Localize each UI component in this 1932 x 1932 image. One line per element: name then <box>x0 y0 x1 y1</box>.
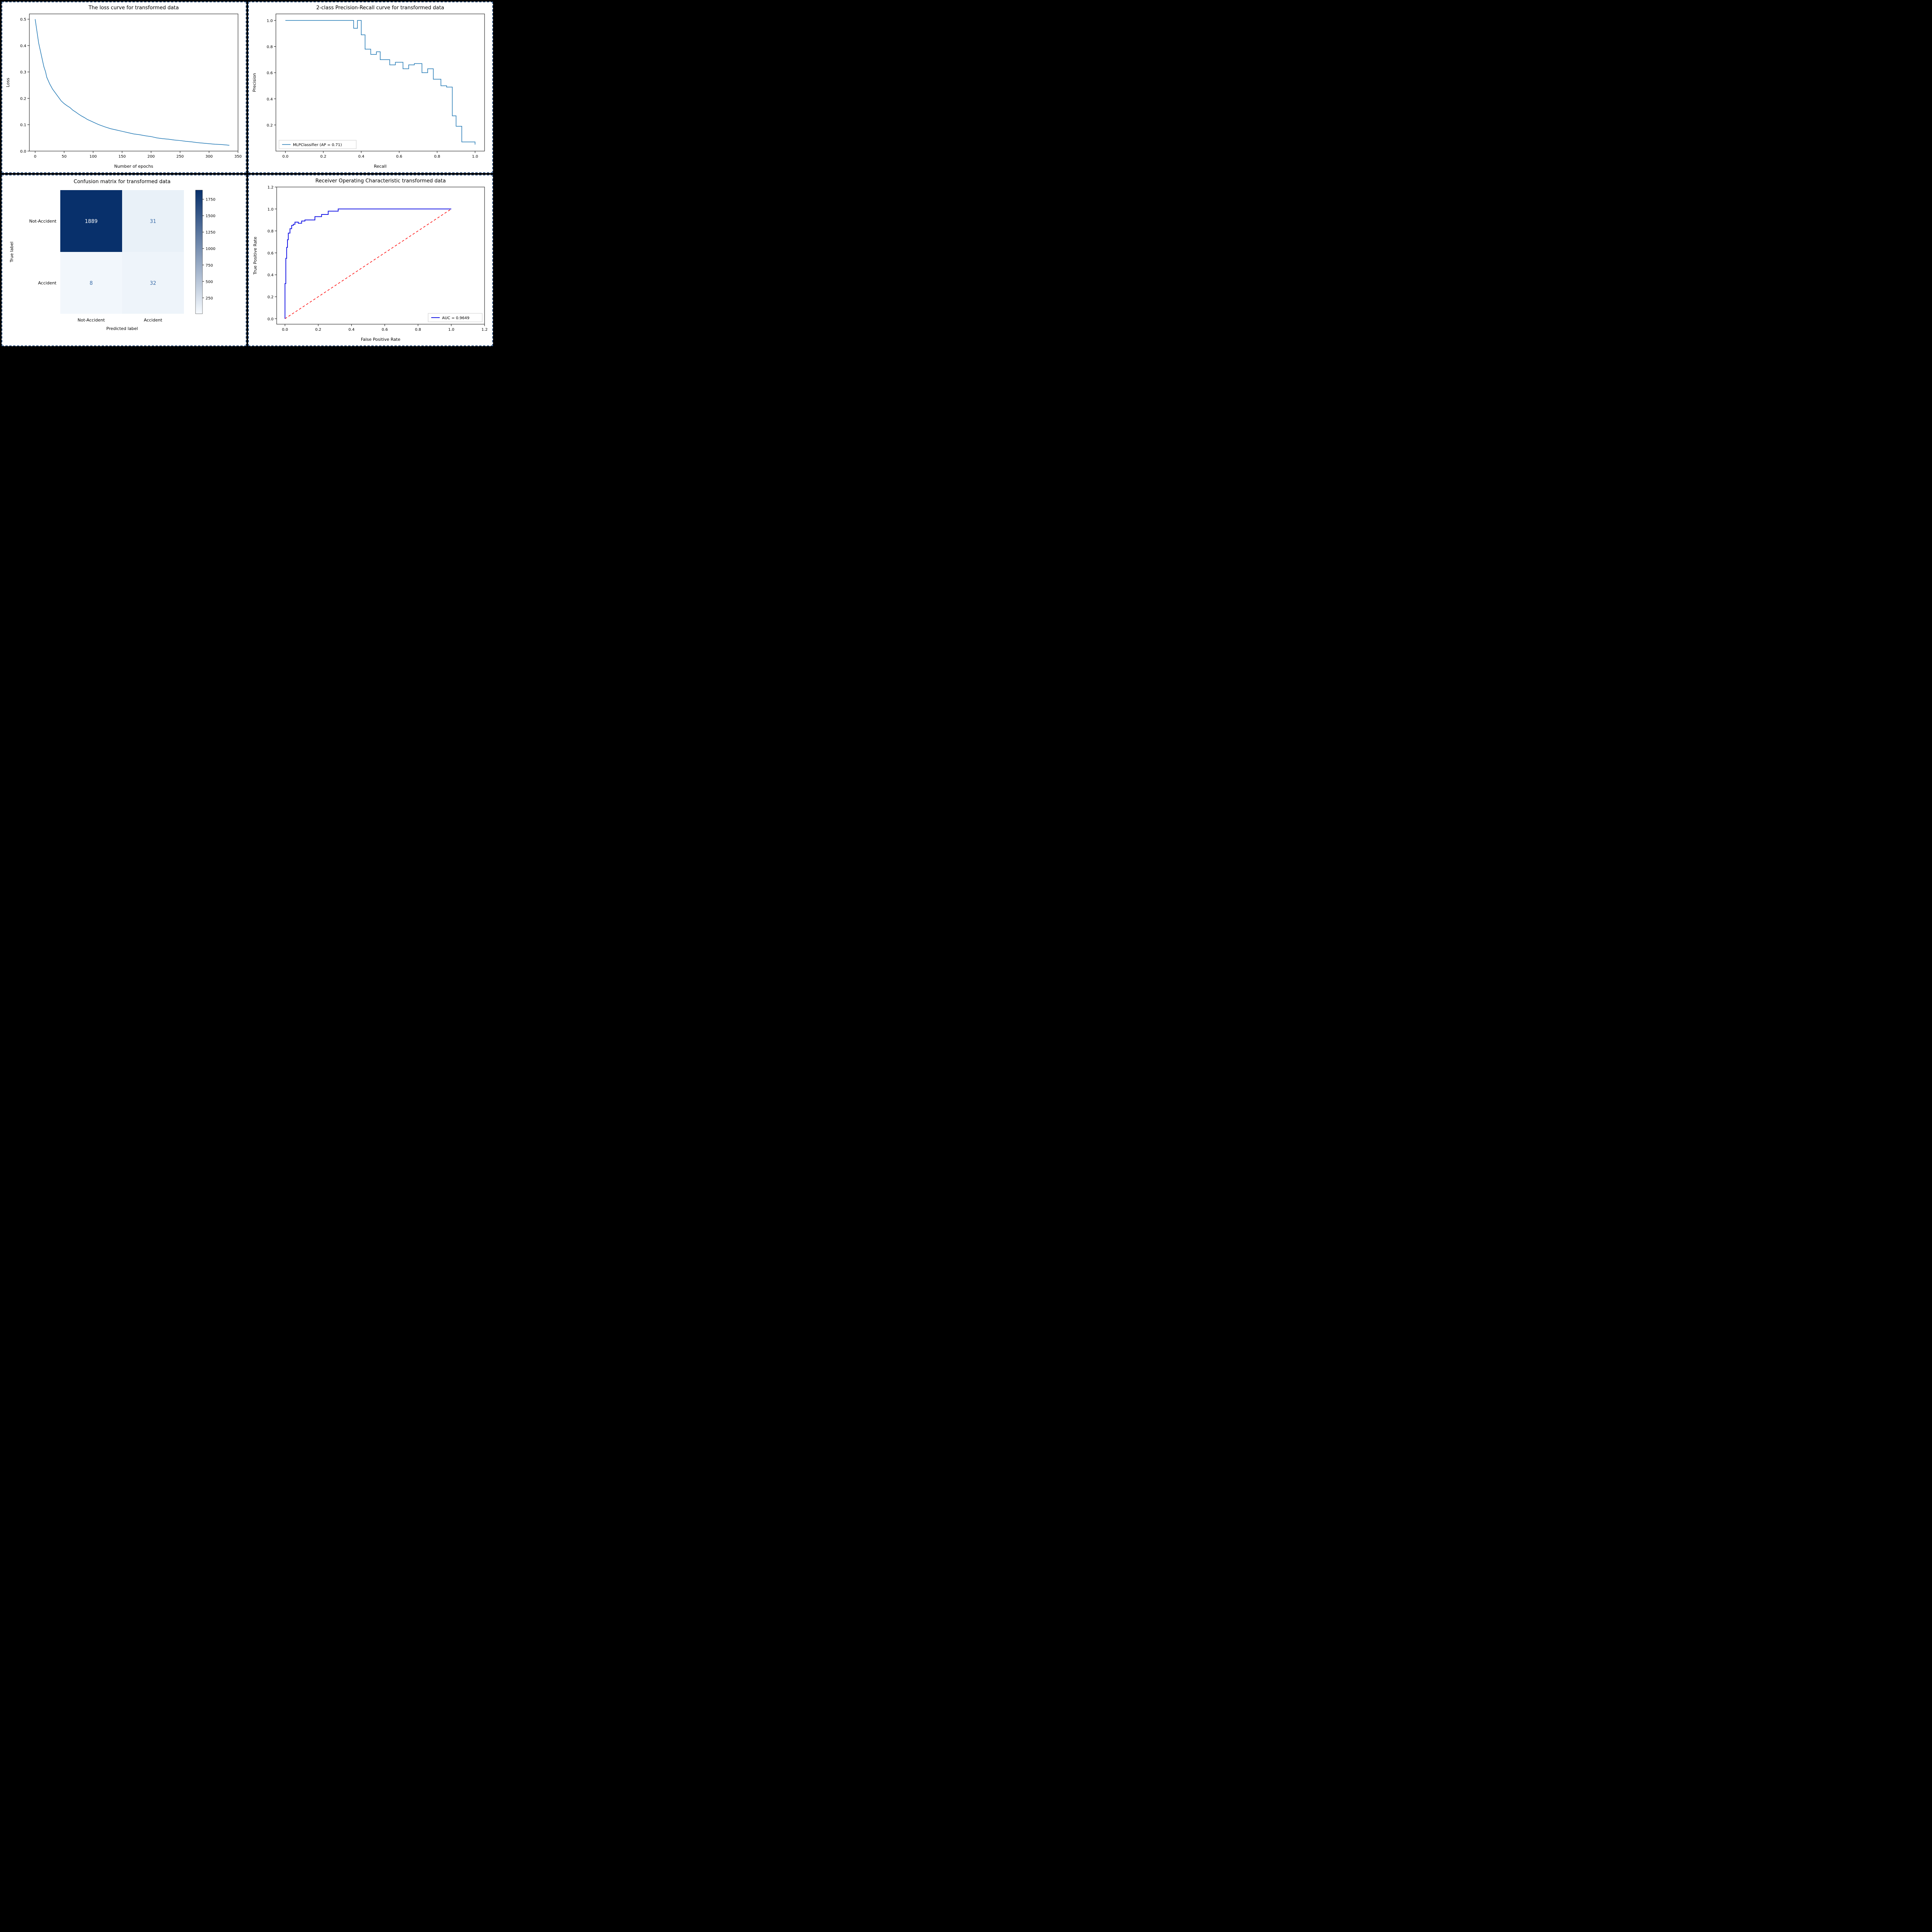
svg-text:MLPClassifier (AP = 0.71): MLPClassifier (AP = 0.71) <box>293 143 342 147</box>
svg-text:1.0: 1.0 <box>267 207 274 212</box>
svg-text:Confusion matrix for transform: Confusion matrix for transformed data <box>74 179 171 185</box>
svg-text:Accident: Accident <box>38 281 56 286</box>
svg-text:1500: 1500 <box>206 214 215 218</box>
svg-text:0.6: 0.6 <box>267 251 274 255</box>
svg-text:Precision: Precision <box>252 73 257 92</box>
svg-text:1.0: 1.0 <box>472 155 478 159</box>
svg-text:Receiver Operating Characteris: Receiver Operating Characteristic transf… <box>315 178 446 184</box>
svg-text:0.4: 0.4 <box>267 273 274 277</box>
svg-text:The loss curve for transformed: The loss curve for transformed data <box>88 5 179 11</box>
pr-curve-panel: 2-class Precision-Recall curve for trans… <box>248 2 493 173</box>
svg-text:0.8: 0.8 <box>415 328 421 332</box>
svg-text:Not-Accident: Not-Accident <box>29 219 56 224</box>
svg-text:0.6: 0.6 <box>267 71 273 75</box>
svg-text:Number of epochs: Number of epochs <box>114 164 153 169</box>
svg-text:300: 300 <box>205 155 213 159</box>
svg-text:0.2: 0.2 <box>320 155 327 159</box>
svg-text:150: 150 <box>118 155 126 159</box>
svg-text:Recall: Recall <box>374 164 387 169</box>
svg-text:0.0: 0.0 <box>20 150 26 154</box>
roc-curve-panel: Receiver Operating Characteristic transf… <box>248 175 493 346</box>
svg-text:True Positive Rate: True Positive Rate <box>253 236 258 275</box>
svg-text:Predicted label: Predicted label <box>106 326 138 331</box>
svg-text:0.6: 0.6 <box>382 328 388 332</box>
loss-curve-chart: The loss curve for transformed data 0 50 10… <box>2 2 246 172</box>
confusion-matrix-chart: Confusion matrix for transformed data 188… <box>2 175 246 345</box>
svg-text:0.8: 0.8 <box>267 45 273 49</box>
roc-curve-chart: Receiver Operating Characteristic transf… <box>249 175 492 345</box>
svg-text:500: 500 <box>206 280 213 284</box>
svg-text:0.4: 0.4 <box>20 44 26 48</box>
caption-bar <box>0 348 495 367</box>
svg-text:250: 250 <box>206 296 213 301</box>
loss-curve-panel: The loss curve for transformed data 0 50 10… <box>2 2 247 173</box>
svg-text:350: 350 <box>234 155 242 159</box>
svg-text:50: 50 <box>62 155 67 159</box>
svg-text:0.5: 0.5 <box>20 18 26 22</box>
svg-text:False Positive Rate: False Positive Rate <box>361 337 400 342</box>
svg-text:0.8: 0.8 <box>434 155 440 159</box>
svg-text:750: 750 <box>206 264 213 268</box>
svg-text:1.2: 1.2 <box>481 328 488 332</box>
svg-text:32: 32 <box>150 281 156 286</box>
svg-text:0.0: 0.0 <box>282 328 288 332</box>
svg-text:250: 250 <box>176 155 184 159</box>
svg-text:Not-Accident: Not-Accident <box>78 318 105 323</box>
svg-text:Loss: Loss <box>5 78 10 87</box>
svg-text:0.2: 0.2 <box>267 123 273 128</box>
svg-text:0.0: 0.0 <box>267 317 274 321</box>
svg-text:0.3: 0.3 <box>20 70 26 75</box>
confusion-matrix-panel: Confusion matrix for transformed data 188… <box>2 175 247 346</box>
svg-text:1.0: 1.0 <box>448 328 454 332</box>
pr-curve-chart: 2-class Precision-Recall curve for trans… <box>249 2 492 172</box>
svg-text:0.4: 0.4 <box>267 97 273 102</box>
svg-text:0.8: 0.8 <box>267 230 274 234</box>
chart-grid: The loss curve for transformed data 0 50 10… <box>0 0 495 348</box>
svg-text:1000: 1000 <box>206 247 215 251</box>
svg-text:200: 200 <box>147 155 155 159</box>
svg-text:0.4: 0.4 <box>349 328 355 332</box>
svg-text:True label: True label <box>9 242 14 262</box>
svg-text:1250: 1250 <box>206 231 215 235</box>
svg-text:8: 8 <box>90 281 93 286</box>
svg-text:0.2: 0.2 <box>315 328 321 332</box>
svg-text:0.4: 0.4 <box>358 155 364 159</box>
svg-text:1750: 1750 <box>206 198 215 202</box>
svg-text:31: 31 <box>150 219 156 224</box>
svg-text:1889: 1889 <box>85 219 97 224</box>
svg-text:0.1: 0.1 <box>20 123 26 128</box>
svg-text:100: 100 <box>89 155 97 159</box>
svg-text:0.2: 0.2 <box>267 295 274 299</box>
svg-text:1.0: 1.0 <box>267 19 273 23</box>
svg-text:AUC = 0.9649: AUC = 0.9649 <box>442 316 469 320</box>
svg-text:0.2: 0.2 <box>20 97 26 101</box>
svg-text:Accident: Accident <box>144 318 162 323</box>
svg-text:2-class Precision-Recall curve: 2-class Precision-Recall curve for trans… <box>316 5 444 11</box>
svg-text:1.2: 1.2 <box>267 185 274 190</box>
svg-text:0.0: 0.0 <box>282 155 289 159</box>
svg-text:0: 0 <box>34 155 36 159</box>
svg-text:0.6: 0.6 <box>396 155 402 159</box>
